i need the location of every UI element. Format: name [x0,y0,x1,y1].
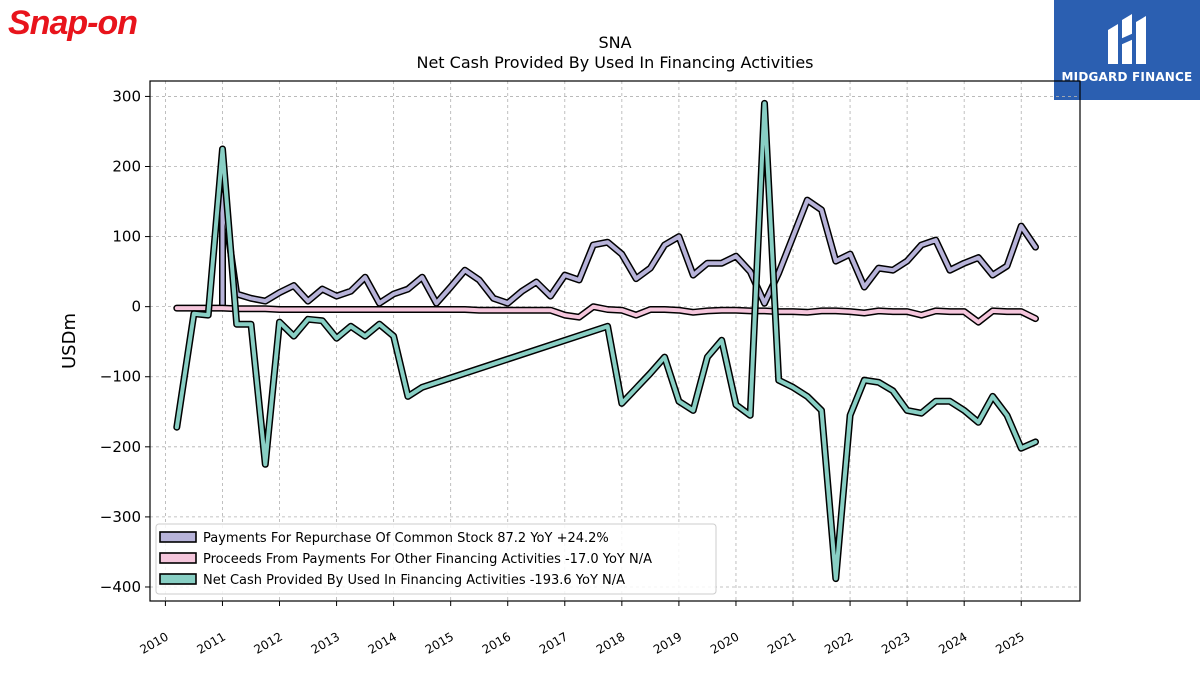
x-tick-label: 2022 [822,629,855,656]
y-tick-label: 300 [112,87,141,105]
x-tick-label: 2019 [651,629,684,656]
y-tick-label: −200 [100,438,141,456]
y-tick-label: −400 [100,578,141,596]
x-tick-label: 2025 [993,629,1026,656]
x-tick-label: 2015 [423,629,456,656]
legend: Payments For Repurchase Of Common Stock … [155,523,717,595]
series-outline-3 [173,99,1039,583]
x-tick-label: 2017 [537,629,570,656]
legend-swatch-3 [159,573,197,585]
y-tick-label: −100 [100,368,141,386]
partner-mark-icon [1108,14,1146,64]
legend-label-1: Payments For Repurchase Of Common Stock … [203,531,609,546]
series-line-1 [220,192,1038,309]
series-line-2 [174,304,1038,325]
series-layer [173,99,1039,583]
x-tick-label: 2020 [708,629,741,656]
grid [150,81,1080,601]
x-tick-label: 2014 [366,629,399,656]
x-tick-label: 2016 [480,629,513,656]
partner-logo: MIDGARD FINANCE [1054,0,1200,100]
x-tick-label: 2013 [309,629,342,656]
x-tick-label: 2021 [765,629,798,656]
y-tick-label: −300 [100,508,141,526]
legend-label-3: Net Cash Provided By Used In Financing A… [203,573,625,588]
legend-label-2: Proceeds From Payments For Other Financi… [203,552,652,567]
y-axis: 300 200 100 0 −100 −200 −300 −400 [100,87,150,596]
x-tick-label: 2012 [252,629,285,656]
series-outline-1 [219,191,1039,311]
x-tick-label: 2010 [137,629,170,656]
x-tick-label: 2024 [936,629,969,656]
legend-box [155,523,717,595]
y-tick-label: 0 [131,298,141,316]
legend-swatch-2 [159,552,197,564]
y-tick-label: 200 [112,157,141,175]
y-axis-label: USDm [59,313,80,369]
y-tick-label: 100 [112,228,141,246]
chart-title: SNA [598,33,631,52]
series-line-3 [174,101,1038,581]
x-tick-label: 2023 [879,629,912,656]
x-tick-label: 2011 [195,629,228,656]
partner-name: MIDGARD FINANCE [1061,70,1193,84]
x-tick-label: 2018 [594,629,627,656]
brand-logo: Snap-on [8,4,138,42]
plot-frame [149,80,1081,602]
legend-swatch-1 [159,531,197,543]
chart-subtitle: Net Cash Provided By Used In Financing A… [416,53,813,72]
x-axis: 2010 2011 2012 2013 2014 2015 2016 2017 2018 2019… [137,601,1027,657]
